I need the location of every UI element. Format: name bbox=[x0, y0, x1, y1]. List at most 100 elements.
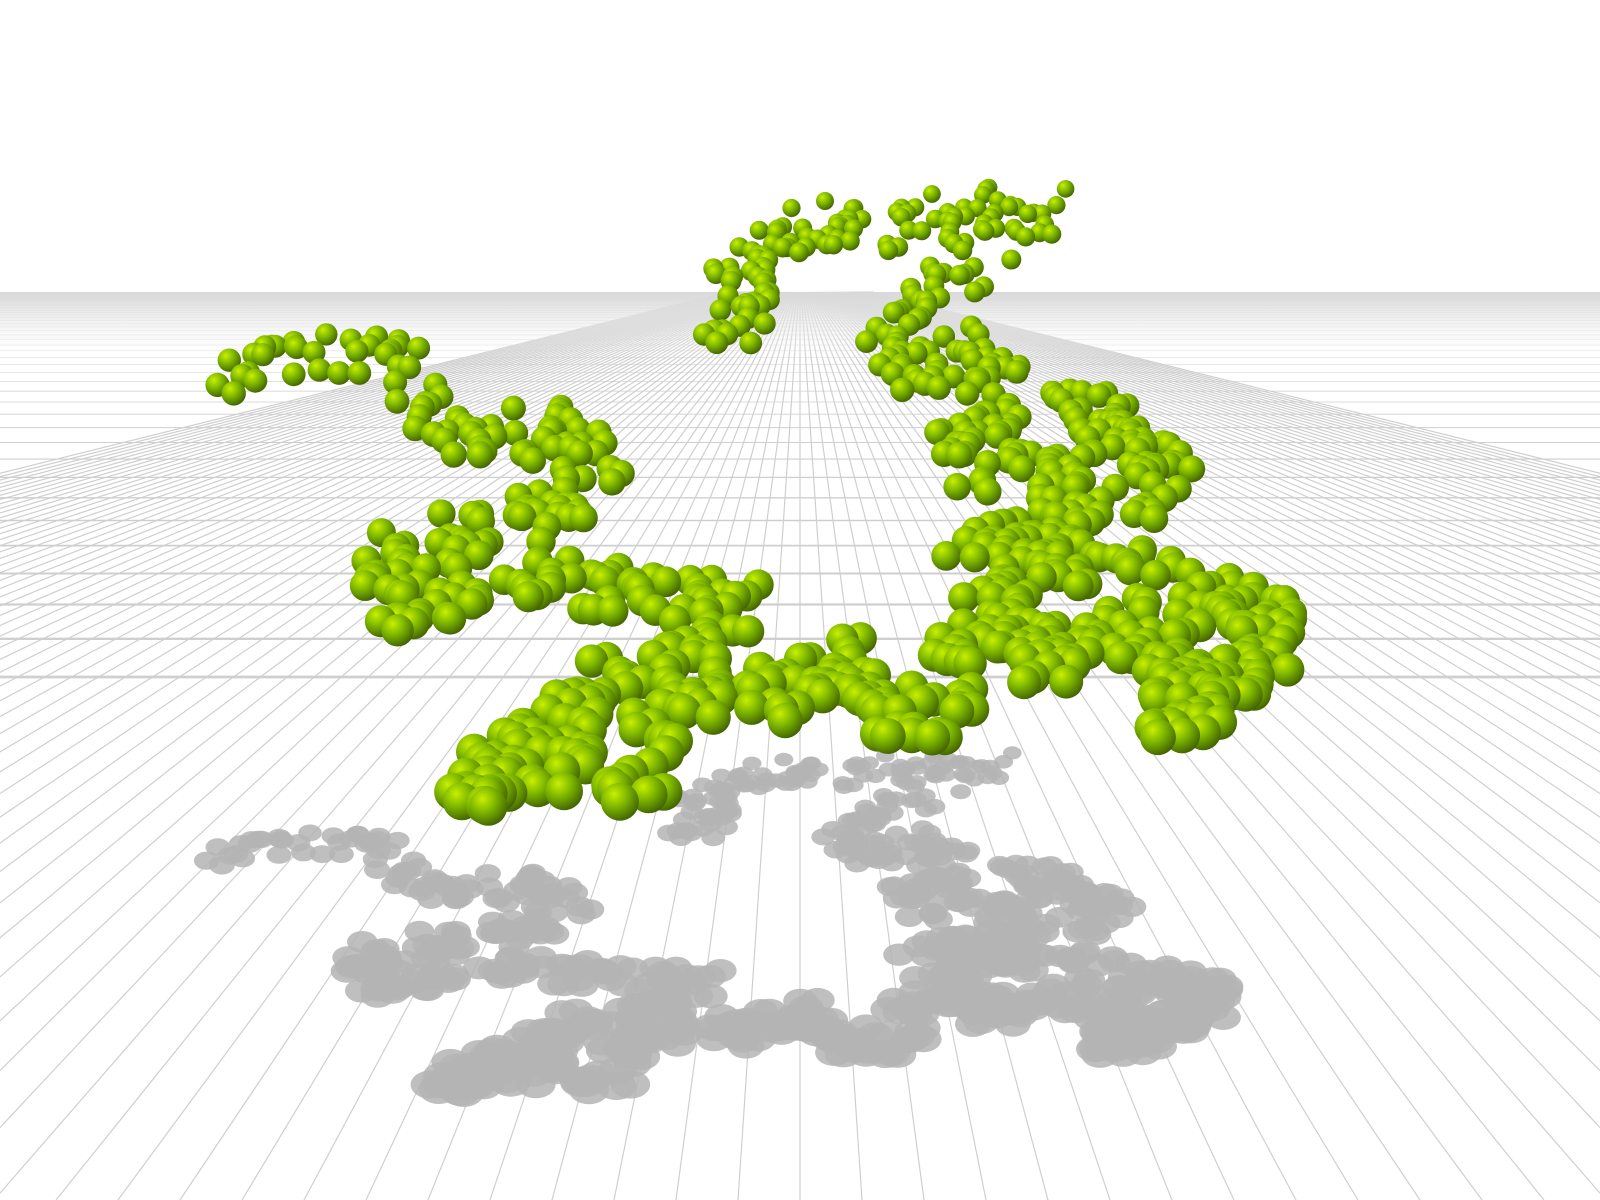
sphere bbox=[709, 299, 732, 321]
grid-line bbox=[842, 291, 1600, 607]
sphere-shadow bbox=[1205, 1004, 1241, 1030]
grid-line bbox=[0, 291, 754, 582]
grid-line bbox=[0, 291, 742, 519]
grid-line bbox=[0, 291, 760, 627]
sphere bbox=[734, 689, 770, 725]
grid-line bbox=[117, 291, 788, 1200]
sphere bbox=[315, 323, 338, 346]
sphere-shadow bbox=[701, 829, 726, 847]
sphere bbox=[1140, 559, 1171, 591]
sphere bbox=[926, 375, 951, 400]
grid-line bbox=[0, 291, 748, 547]
sphere-shadow bbox=[883, 943, 915, 966]
sphere bbox=[381, 614, 414, 647]
sphere-shadow bbox=[953, 844, 979, 863]
sphere-shadow bbox=[950, 784, 972, 800]
grid-line bbox=[811, 291, 1421, 1200]
sphere bbox=[753, 312, 776, 335]
sphere bbox=[434, 602, 467, 635]
sphere bbox=[502, 420, 529, 446]
grid-line bbox=[0, 291, 752, 567]
grid-line bbox=[0, 291, 736, 496]
sphere bbox=[705, 331, 729, 355]
sphere-shadow bbox=[410, 977, 445, 1002]
sphere-shadow bbox=[748, 780, 770, 796]
sphere bbox=[307, 358, 332, 382]
sphere-shadow bbox=[925, 769, 946, 784]
grid-line bbox=[851, 291, 1600, 553]
sphere bbox=[1178, 455, 1206, 483]
sphere bbox=[1139, 504, 1169, 533]
grid-line bbox=[841, 291, 1600, 617]
sphere bbox=[666, 694, 702, 730]
grid-line bbox=[861, 291, 1600, 509]
grid-line bbox=[0, 291, 743, 524]
sphere bbox=[823, 235, 844, 255]
sphere-shadow bbox=[328, 845, 354, 864]
grid-line bbox=[858, 291, 1600, 519]
sphere bbox=[943, 472, 971, 501]
sphere bbox=[1086, 383, 1112, 408]
sphere-shadow bbox=[417, 889, 445, 909]
sphere-shadow bbox=[442, 889, 470, 910]
grid-line bbox=[863, 291, 1600, 501]
sphere bbox=[327, 361, 351, 385]
sphere-shadow bbox=[309, 845, 335, 863]
sphere bbox=[629, 775, 668, 814]
sphere bbox=[782, 198, 801, 218]
sphere-shadow bbox=[539, 923, 570, 945]
sphere-shadow bbox=[693, 984, 728, 1009]
sphere bbox=[347, 361, 372, 385]
grid-line bbox=[871, 291, 1600, 474]
grid-line bbox=[852, 291, 1600, 547]
sphere bbox=[912, 221, 932, 241]
grid-line bbox=[0, 291, 749, 553]
sphere-shadow bbox=[897, 889, 926, 910]
sphere-shadow bbox=[865, 768, 886, 784]
grid-line bbox=[846, 291, 1600, 582]
grid-line bbox=[845, 291, 1600, 590]
sphere-shadow bbox=[209, 856, 235, 875]
sphere bbox=[1104, 641, 1138, 675]
grid-line bbox=[859, 291, 1600, 514]
sphere-shadow bbox=[833, 779, 855, 794]
grid-line bbox=[865, 291, 1600, 492]
horizon-haze bbox=[0, 292, 1600, 362]
sphere bbox=[574, 644, 609, 678]
sphere bbox=[975, 221, 995, 241]
grid-line bbox=[0, 291, 747, 541]
sphere-shadow bbox=[568, 1075, 609, 1105]
sphere bbox=[772, 237, 793, 258]
grid-line bbox=[0, 291, 730, 478]
sphere-shadow bbox=[955, 1011, 991, 1037]
grid-line bbox=[847, 291, 1600, 574]
grid-line bbox=[827, 291, 1600, 795]
grid-line bbox=[0, 291, 741, 514]
grid-line bbox=[853, 291, 1600, 541]
sphere-cluster bbox=[205, 178, 1308, 826]
sphere bbox=[869, 718, 906, 754]
sphere bbox=[384, 388, 410, 414]
sphere-shadow bbox=[443, 1078, 484, 1107]
sphere bbox=[767, 702, 803, 739]
sphere-shadow bbox=[229, 849, 256, 868]
sphere bbox=[507, 502, 537, 532]
sphere-shadow bbox=[1008, 959, 1041, 983]
sphere bbox=[285, 336, 309, 360]
sphere bbox=[1008, 455, 1036, 483]
grid-line bbox=[0, 291, 756, 598]
sphere bbox=[500, 395, 526, 421]
sphere bbox=[1062, 570, 1094, 602]
sphere bbox=[882, 301, 905, 324]
sphere bbox=[924, 419, 950, 446]
sphere bbox=[1018, 204, 1037, 224]
sphere bbox=[914, 719, 951, 756]
sphere-shadow bbox=[364, 860, 391, 879]
grid-line bbox=[0, 291, 784, 1129]
sphere-shadow bbox=[914, 801, 938, 818]
sphere-shadow bbox=[1081, 923, 1112, 945]
sphere-shadow bbox=[291, 843, 316, 862]
sphere-shadow bbox=[695, 1025, 733, 1052]
grid-line bbox=[0, 291, 782, 1022]
sphere bbox=[840, 231, 860, 251]
